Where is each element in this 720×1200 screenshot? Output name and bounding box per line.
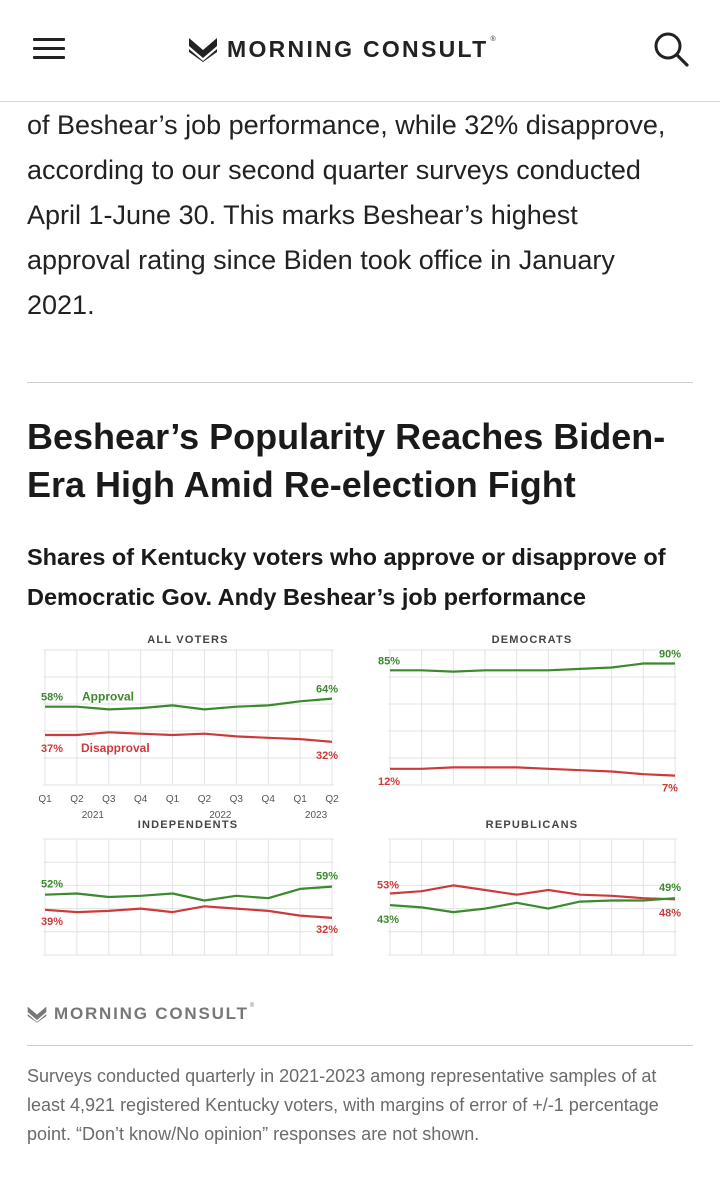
footer-registered-mark: ® bbox=[249, 1003, 255, 1009]
x-tick-label: Q2 bbox=[325, 794, 339, 805]
data-label-start: 12% bbox=[378, 776, 400, 788]
data-label-start: 43% bbox=[377, 914, 399, 926]
hamburger-icon[interactable] bbox=[33, 38, 65, 60]
x-tick-label: Q1 bbox=[293, 794, 307, 805]
section-divider bbox=[27, 382, 693, 383]
morning-consult-mark-icon bbox=[189, 38, 217, 62]
brand-logo[interactable]: MORNING CONSULT ® bbox=[188, 34, 496, 64]
footer-brand-logo: MORNING CONSULT ® bbox=[27, 1002, 254, 1026]
site-header: MORNING CONSULT ® bbox=[0, 0, 720, 102]
data-label-end: 7% bbox=[662, 783, 678, 795]
x-year-label: 2021 bbox=[82, 810, 105, 821]
brand-name: MORNING CONSULT bbox=[227, 35, 489, 62]
data-label-end: 49% bbox=[659, 882, 681, 894]
series-name-label: Approval bbox=[82, 690, 134, 704]
series-name-label: Disapproval bbox=[81, 741, 150, 755]
x-tick-label: Q4 bbox=[262, 794, 276, 805]
x-tick-label: Q1 bbox=[166, 794, 180, 805]
data-label-start: 58% bbox=[41, 692, 63, 704]
data-label-end: 64% bbox=[316, 684, 338, 696]
series-line-approval bbox=[44, 885, 333, 902]
article-paragraph: of Beshear’s job performance, while 32% … bbox=[27, 110, 666, 320]
footer-brand-name: MORNING CONSULT bbox=[54, 1004, 249, 1023]
chart-subtitle: Shares of Kentucky voters who approve or… bbox=[27, 544, 666, 610]
x-tick-label: Q3 bbox=[230, 794, 244, 805]
panel-title: ALL VOTERS bbox=[147, 634, 228, 646]
series-line-disapproval bbox=[389, 884, 676, 901]
series-line-approval bbox=[389, 897, 676, 914]
x-tick-label: Q2 bbox=[70, 794, 84, 805]
x-tick-label: Q4 bbox=[134, 794, 148, 805]
small-multiples-chart: ALL VOTERS 58% 64% Approval 37% 32% Disapprova… bbox=[38, 634, 681, 956]
methodology-note: Surveys conducted quarterly in 2021-2023… bbox=[27, 1066, 659, 1144]
footer-divider bbox=[27, 1045, 693, 1046]
panel-title: INDEPENDENTS bbox=[138, 819, 239, 831]
morning-consult-mark-icon bbox=[27, 1006, 47, 1023]
series-line-disapproval bbox=[44, 905, 333, 919]
series-line-disapproval bbox=[45, 731, 333, 743]
x-tick-label: Q3 bbox=[102, 794, 116, 805]
series-line-approval bbox=[390, 662, 675, 673]
data-label-start: 53% bbox=[377, 880, 399, 892]
series-line-disapproval bbox=[390, 766, 676, 777]
data-label-end: 32% bbox=[316, 924, 338, 936]
x-tick-label: Q1 bbox=[38, 794, 52, 805]
brand-registered-mark: ® bbox=[490, 35, 496, 43]
panel-title: REPUBLICANS bbox=[486, 819, 579, 831]
chart-title: Beshear’s Popularity Reaches Biden-Era H… bbox=[27, 416, 666, 505]
data-label-end: 59% bbox=[316, 871, 338, 883]
search-icon[interactable] bbox=[652, 30, 690, 68]
data-label-start: 39% bbox=[41, 916, 63, 928]
x-year-label: 2023 bbox=[305, 810, 328, 821]
data-label-start: 37% bbox=[41, 743, 63, 755]
x-tick-label: Q2 bbox=[198, 794, 212, 805]
data-label-start: 52% bbox=[41, 879, 63, 891]
x-year-label: 2022 bbox=[209, 810, 232, 821]
data-label-end: 90% bbox=[659, 649, 681, 661]
data-label-end: 32% bbox=[316, 750, 338, 762]
data-label-end: 48% bbox=[659, 907, 681, 919]
panel-title: DEMOCRATS bbox=[492, 634, 573, 646]
data-label-start: 85% bbox=[378, 655, 400, 667]
series-line-approval bbox=[45, 697, 333, 711]
